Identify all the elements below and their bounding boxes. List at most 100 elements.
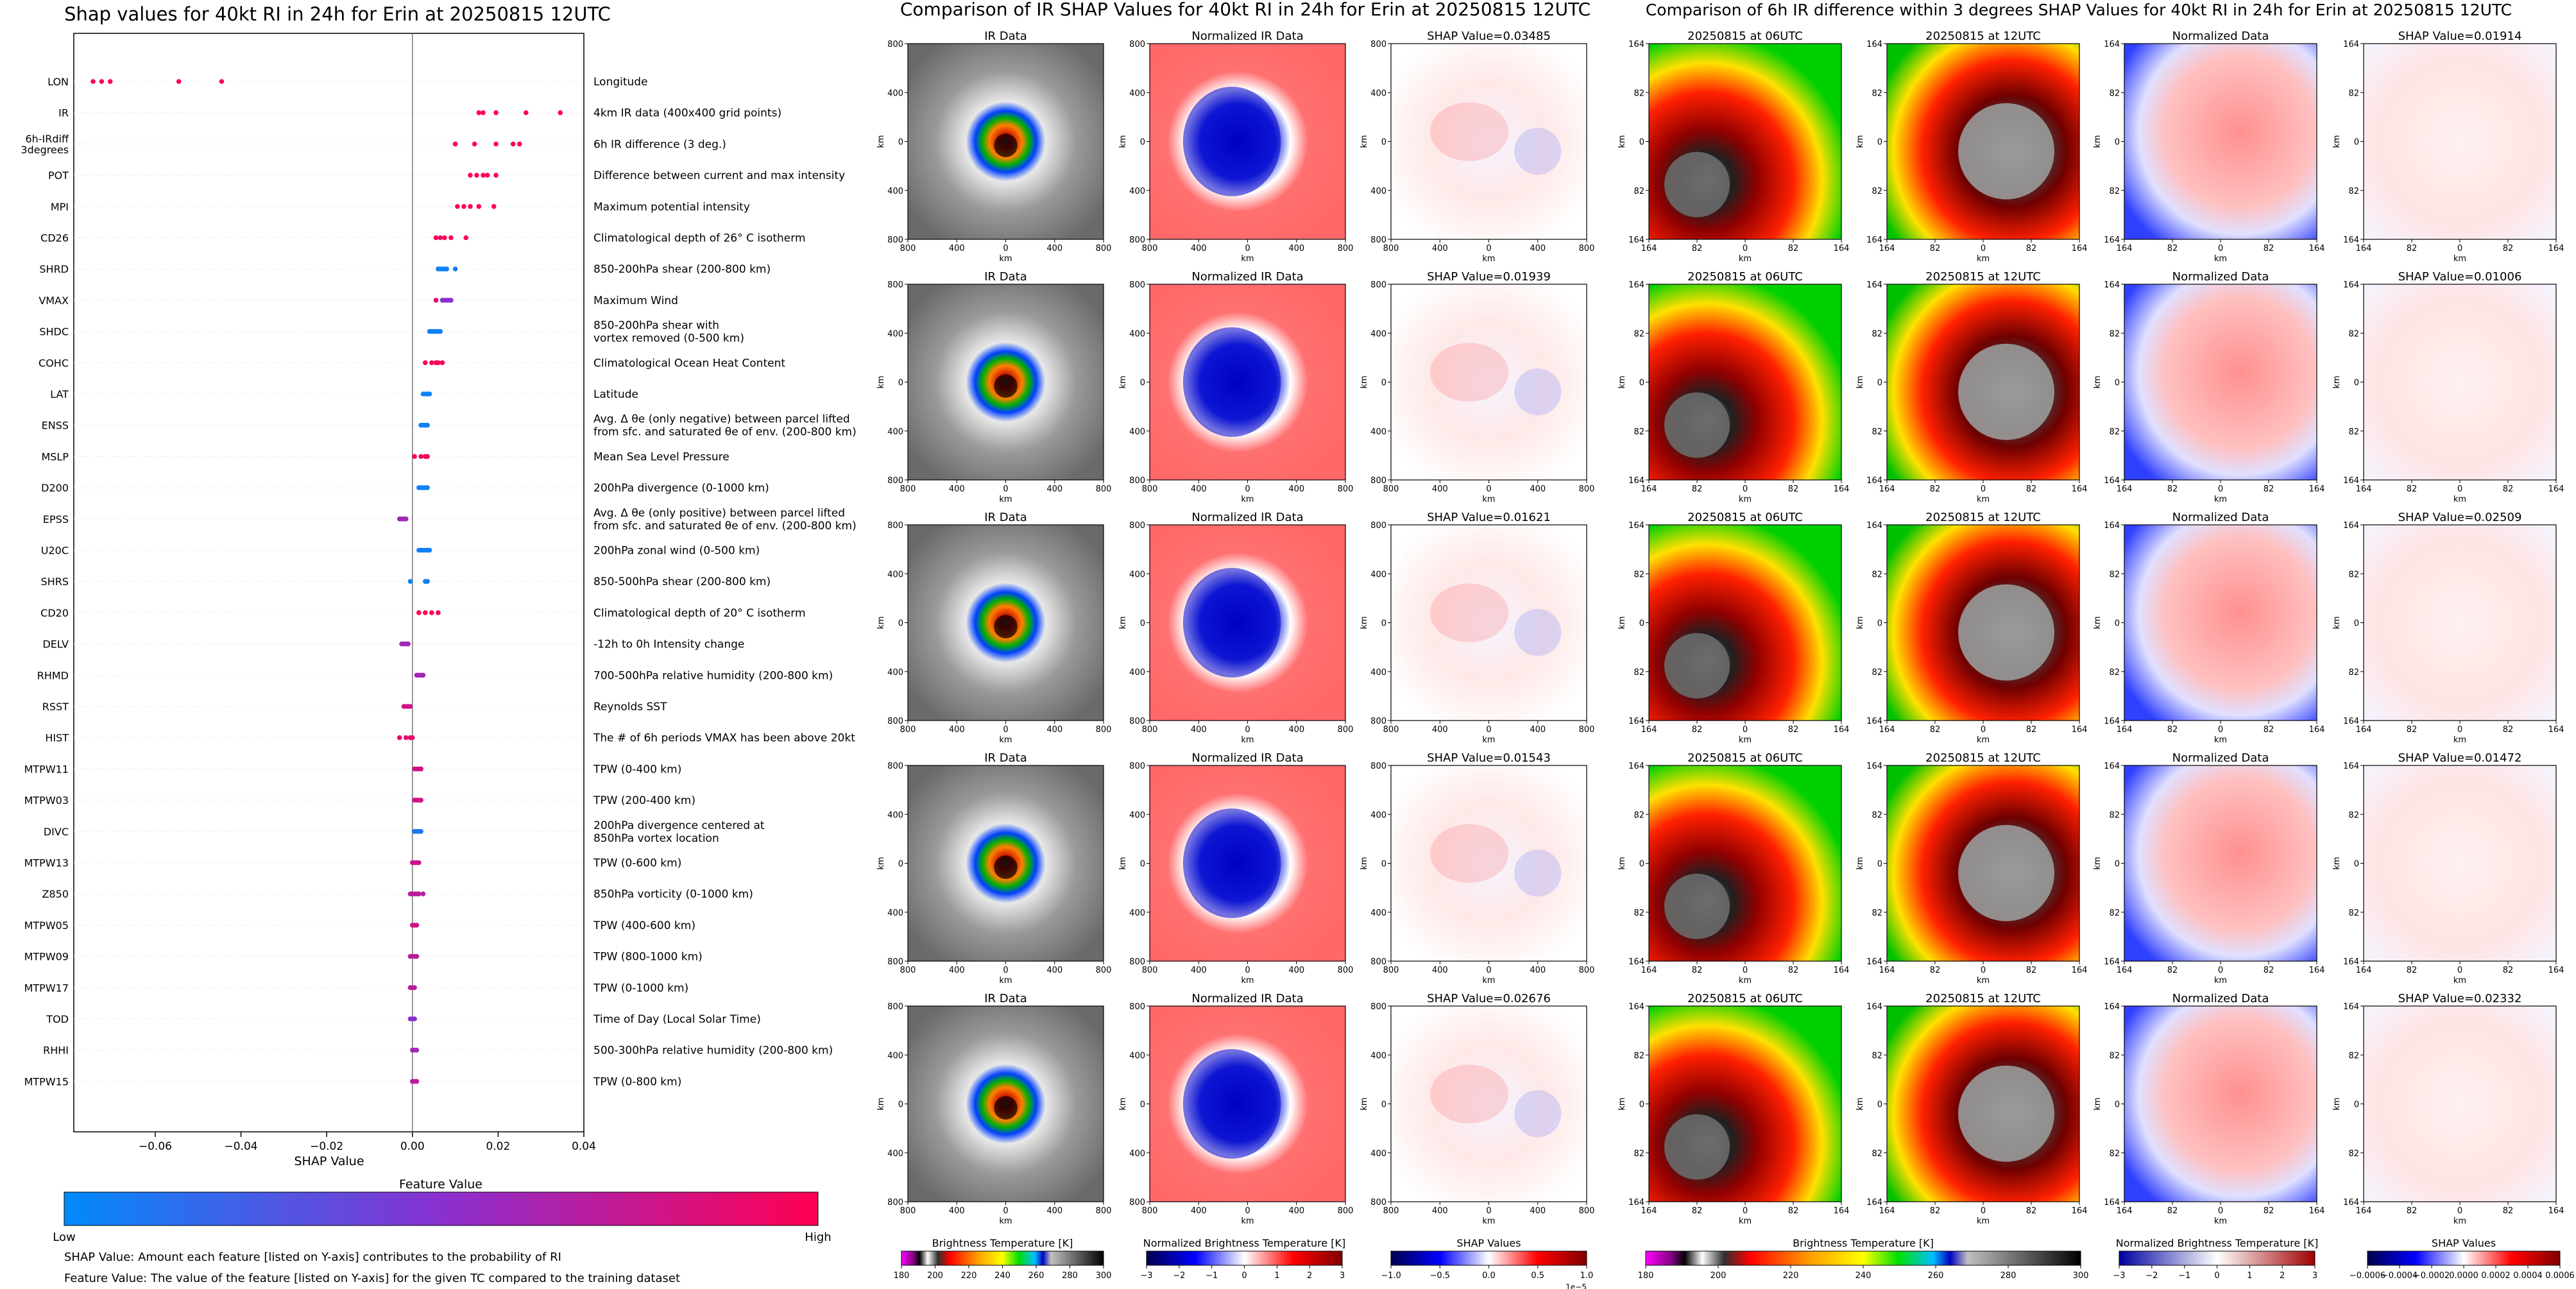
y-tick-label: 800	[887, 476, 903, 486]
x-tick-label: 82	[2264, 484, 2274, 494]
x-tick-label: 400	[1046, 244, 1062, 253]
x-tick-label: 0	[1245, 966, 1250, 975]
shap-point	[484, 173, 490, 178]
y-tick-label: 400	[1370, 427, 1386, 437]
map-panel: 20250815 at 12UTC1641648282008282164164k…	[1855, 992, 2087, 1226]
shap-point	[423, 360, 428, 366]
negative-shap-region	[1514, 368, 1562, 416]
y-tick-label: 164	[2104, 762, 2120, 771]
shap-point	[468, 173, 473, 178]
x-tick-label: 164	[1641, 1206, 1657, 1216]
x-tick-label: 82	[1930, 725, 1941, 735]
colorbar-tick-label: 0	[2214, 1271, 2219, 1281]
x-tick-label: 800	[1142, 244, 1158, 253]
y-tick-label: 82	[1633, 329, 1644, 339]
y-tick-label: 0	[1877, 860, 1882, 869]
map-title: SHAP Value=0.02332	[2398, 992, 2522, 1005]
colorbar-tick-label: −0.0004	[2382, 1271, 2418, 1281]
feature-name-label: CD26	[40, 232, 69, 244]
y-tick-label: 164	[1628, 717, 1644, 726]
map-image	[1391, 1006, 1587, 1202]
colorbar-tick-label: −1	[1206, 1271, 1218, 1281]
map-panel: 20250815 at 06UTC1641648282008282164164k…	[1617, 992, 1849, 1226]
y-tick-label: 82	[1633, 187, 1644, 196]
y-axis-label: km	[1617, 616, 1627, 629]
x-tick-label: 800	[1383, 966, 1399, 975]
x-axis-label: km	[2453, 735, 2466, 745]
x-axis-label: km	[1482, 735, 1495, 745]
eye-marker	[994, 1096, 1018, 1120]
y-tick-label: 164	[1866, 235, 1882, 245]
storm-core	[1664, 1114, 1730, 1180]
x-tick-label: 82	[2503, 1206, 2514, 1216]
x-axis-label: km	[1482, 495, 1495, 504]
feature-name-label: MTPW03	[24, 794, 69, 807]
x-tick-label: 82	[1788, 244, 1799, 253]
x-tick-label: 0	[1486, 244, 1491, 253]
x-tick-label: 82	[1930, 966, 1941, 975]
x-axis-label: km	[1482, 976, 1495, 986]
x-tick-label: 0.00	[400, 1140, 425, 1153]
x-tick-label: 0	[1245, 725, 1250, 735]
ir-block-title: Comparison of IR SHAP Values for 40kt RI…	[900, 0, 1591, 20]
x-tick-label: 800	[900, 1206, 916, 1216]
shap-point	[407, 704, 413, 709]
x-tick-label: 800	[900, 966, 916, 975]
map-image	[1391, 284, 1587, 480]
map-title: 20250815 at 12UTC	[1925, 511, 2041, 524]
y-tick-label: 0	[1639, 619, 1644, 629]
x-axis-label: km	[2214, 1216, 2227, 1226]
x-tick-label: 400	[949, 966, 965, 975]
colorbar-label: SHAP Values	[2432, 1237, 2496, 1249]
map-title: 20250815 at 06UTC	[1687, 751, 1803, 765]
shap-point	[420, 891, 426, 896]
x-axis-label: km	[2214, 495, 2227, 504]
x-tick-label: 82	[2026, 484, 2037, 494]
feature-description-label: Climatological Ocean Heat Content	[593, 357, 785, 370]
x-tick-label: 0	[2218, 484, 2223, 494]
colorbar-tick-label: 180	[894, 1271, 910, 1281]
x-tick-label: 400	[949, 244, 965, 253]
x-tick-label: 800	[1096, 966, 1112, 975]
colorbar-label: Normalized Brightness Temperature [K]	[2116, 1237, 2319, 1249]
y-tick-label: 164	[2104, 717, 2120, 726]
map-title: 20250815 at 06UTC	[1687, 270, 1803, 284]
shap-point	[493, 110, 499, 115]
x-tick-label: 0	[1003, 1206, 1008, 1216]
y-axis-label: km	[1118, 616, 1128, 629]
y-tick-label: 400	[1129, 89, 1145, 98]
x-tick-label: 82	[1788, 1206, 1799, 1216]
y-axis-label: km	[1360, 1097, 1369, 1110]
cold-cloud-region	[1182, 87, 1281, 196]
x-tick-label: 400	[1288, 484, 1304, 494]
shap-point	[493, 173, 499, 178]
y-axis-label: km	[1118, 375, 1128, 388]
map-image	[2124, 284, 2317, 480]
feature-description-label: Avg. Δ θe (only negative) between parcel…	[593, 413, 857, 439]
map-title: Normalized Data	[2172, 992, 2269, 1005]
feature-description-label: TPW (0-1000 km)	[593, 982, 688, 994]
map-panel: 20250815 at 06UTC1641648282008282164164k…	[1617, 270, 1849, 504]
x-tick-label: 82	[1692, 1206, 1703, 1216]
shap-point	[481, 173, 486, 178]
feature-name-label: SHRS	[41, 576, 69, 588]
colorbar-tick-label: 0.0002	[2481, 1271, 2511, 1281]
shap-point	[461, 204, 466, 209]
shap-point	[438, 329, 443, 334]
colorbar-tick-label: −3	[2113, 1271, 2125, 1281]
shap-point	[412, 454, 417, 459]
map-panel: SHAP Value=0.016218008004004000040040080…	[1360, 511, 1594, 745]
y-tick-label: 82	[1872, 1149, 1882, 1159]
y-axis-label: km	[1360, 616, 1369, 629]
y-tick-label: 164	[1628, 957, 1644, 967]
feature-description-label: Reynolds SST	[593, 701, 667, 713]
x-axis-label: km	[1482, 254, 1495, 264]
y-tick-label: 400	[1129, 810, 1145, 820]
y-tick-label: 164	[1866, 1198, 1882, 1208]
y-tick-label: 400	[887, 909, 903, 918]
feature-description-label: 200hPa zonal wind (0-500 km)	[593, 545, 760, 558]
x-tick-label: 0	[2457, 244, 2462, 253]
shap-point	[90, 79, 96, 84]
x-tick-label: 164	[2356, 244, 2372, 253]
